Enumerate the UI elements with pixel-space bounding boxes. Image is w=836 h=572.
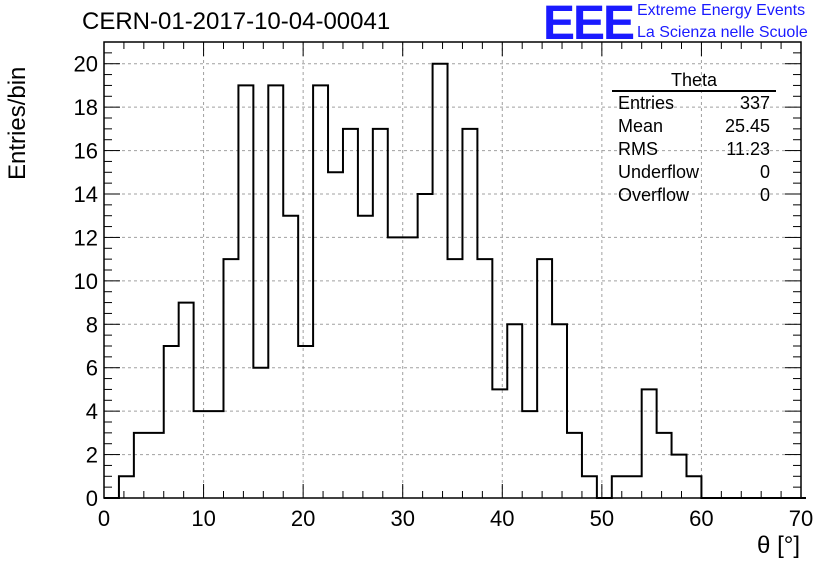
histogram-bar bbox=[642, 389, 657, 498]
x-tick-label: 60 bbox=[689, 506, 713, 531]
y-tick-label: 12 bbox=[74, 225, 98, 250]
histogram-bar bbox=[582, 476, 597, 498]
stats-box-title: Theta bbox=[612, 70, 776, 92]
histogram-bar bbox=[492, 389, 507, 498]
x-tick-label: 50 bbox=[590, 506, 614, 531]
histogram-bar bbox=[209, 411, 224, 498]
eee-logo: EEE bbox=[543, 0, 635, 50]
stats-label: RMS bbox=[618, 139, 658, 159]
histogram-bar bbox=[418, 194, 433, 498]
y-tick-label: 10 bbox=[74, 269, 98, 294]
histogram-bar bbox=[672, 455, 687, 498]
y-tick-label: 16 bbox=[74, 139, 98, 164]
histogram-bar bbox=[134, 433, 149, 498]
histogram-bar bbox=[657, 433, 672, 498]
y-tick-label: 2 bbox=[86, 443, 98, 468]
stats-box: Theta Entries 337 Mean 25.45 RMS 11.23 U… bbox=[612, 70, 776, 207]
histogram-bar bbox=[298, 346, 313, 498]
stats-label: Overflow bbox=[618, 185, 690, 205]
histogram-bar bbox=[253, 368, 268, 498]
x-tick-label: 0 bbox=[98, 506, 110, 531]
y-tick-label: 14 bbox=[74, 182, 98, 207]
histogram-bar bbox=[477, 259, 492, 498]
x-tick-label: 40 bbox=[490, 506, 514, 531]
histogram-bar bbox=[328, 172, 343, 498]
y-tick-label: 18 bbox=[74, 95, 98, 120]
y-axis-label: Entries/bin bbox=[4, 66, 31, 180]
x-tick-label: 20 bbox=[291, 506, 315, 531]
y-tick-label: 6 bbox=[86, 356, 98, 381]
logo-line-2: La Scienza nelle Scuole bbox=[637, 24, 808, 41]
stats-row-underflow: Underflow 0 bbox=[612, 161, 776, 184]
histogram-bar bbox=[686, 476, 701, 498]
histogram-bar bbox=[164, 346, 179, 498]
histogram-bar bbox=[179, 303, 194, 498]
histogram-bar bbox=[567, 433, 582, 498]
histogram-bar bbox=[223, 259, 238, 498]
histogram-bar bbox=[627, 476, 642, 498]
x-axis-label: θ [°] bbox=[757, 532, 800, 559]
histogram-bar bbox=[238, 85, 253, 498]
histogram-bar bbox=[119, 476, 134, 498]
histogram-bar bbox=[283, 216, 298, 498]
histogram-bar bbox=[313, 85, 328, 498]
y-tick-label: 8 bbox=[86, 312, 98, 337]
histogram-bar bbox=[448, 259, 463, 498]
y-tick-label: 4 bbox=[86, 399, 98, 424]
histogram-bar bbox=[462, 129, 477, 498]
histogram-bar bbox=[537, 259, 552, 498]
histogram-bar bbox=[373, 129, 388, 498]
stats-row-mean: Mean 25.45 bbox=[612, 115, 776, 138]
y-tick-label: 0 bbox=[86, 486, 98, 511]
stats-value: 25.45 bbox=[724, 116, 770, 136]
x-tick-label: 70 bbox=[789, 506, 813, 531]
stats-label: Mean bbox=[618, 116, 664, 136]
histogram-series-theta bbox=[104, 62, 806, 499]
stats-row-rms: RMS 11.23 bbox=[612, 138, 776, 161]
stats-label: Entries bbox=[618, 93, 675, 113]
histogram-bar bbox=[149, 433, 164, 498]
stats-value: 0 bbox=[759, 185, 770, 205]
histogram-bar bbox=[612, 476, 627, 498]
stats-value: 337 bbox=[739, 93, 770, 113]
x-tick-label: 30 bbox=[390, 506, 414, 531]
stats-value: 11.23 bbox=[726, 139, 770, 159]
histogram-bar bbox=[268, 85, 283, 498]
histogram-bar bbox=[343, 129, 358, 498]
x-tick-label: 10 bbox=[191, 506, 215, 531]
stats-row-entries: Entries 337 bbox=[612, 92, 776, 115]
stats-row-overflow: Overflow 0 bbox=[612, 184, 776, 207]
logo-line-1: Extreme Energy Events bbox=[637, 2, 806, 19]
stats-label: Underflow bbox=[618, 162, 700, 182]
chart-title: CERN-01-2017-10-04-00041 bbox=[82, 8, 391, 35]
y-tick-label: 20 bbox=[74, 52, 98, 77]
histogram-bar bbox=[358, 216, 373, 498]
stats-value: 0 bbox=[759, 162, 770, 182]
